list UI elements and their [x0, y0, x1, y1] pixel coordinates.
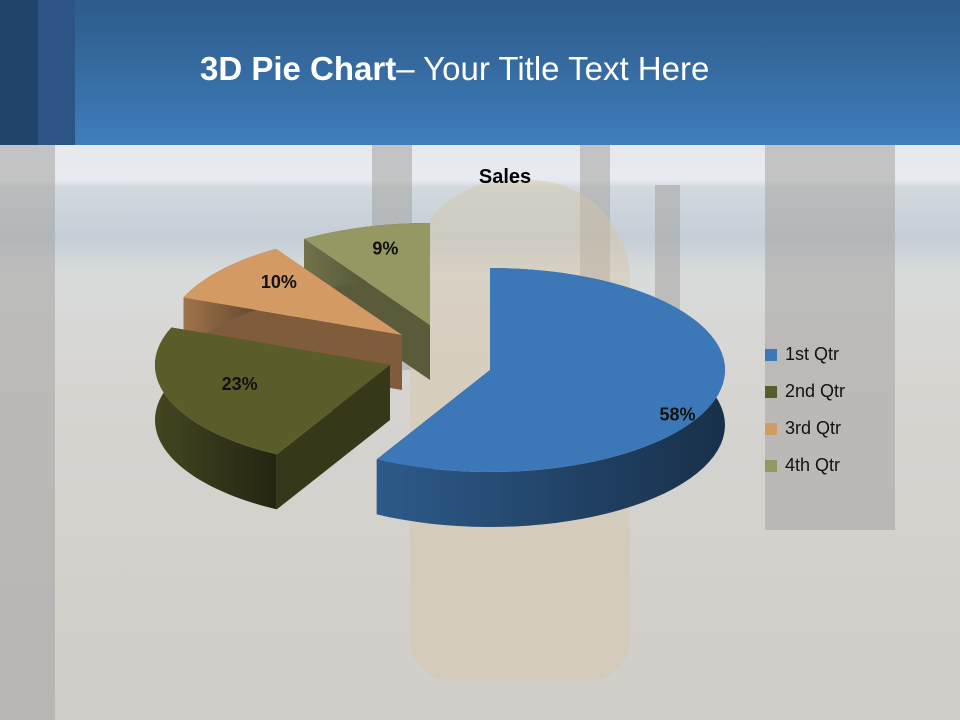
- slice-top: [155, 327, 390, 455]
- legend-label: 4th Qtr: [785, 455, 841, 475]
- legend-item: 1st Qtr: [765, 336, 845, 373]
- legend-item: 4th Qtr: [765, 447, 845, 484]
- pier-post: [655, 185, 680, 315]
- accent-bar: [38, 0, 75, 145]
- pie-slice-2: 23%: [155, 327, 390, 510]
- data-label: 58%: [660, 404, 696, 424]
- legend-label: 1st Qtr: [785, 344, 840, 364]
- legend-label: 3rd Qtr: [785, 418, 842, 438]
- title-bold: 3D Pie Chart: [200, 50, 397, 87]
- legend-swatch: [765, 459, 777, 472]
- legend-swatch: [765, 422, 777, 435]
- slice-top: [304, 223, 430, 325]
- pie-slice-4: 9%: [304, 223, 430, 380]
- legend-label: 2nd Qtr: [785, 381, 846, 401]
- pier-post: [765, 140, 895, 530]
- data-label: 23%: [222, 374, 258, 394]
- data-label: 9%: [372, 238, 398, 258]
- accent-bar: [0, 0, 38, 145]
- slice-top: [376, 268, 725, 472]
- pier-post: [0, 140, 55, 720]
- slide-title: 3D Pie Chart– Your Title Text Here: [200, 50, 709, 88]
- legend-swatch: [765, 348, 777, 361]
- slice-top: [183, 248, 402, 335]
- legend: 1st Qtr 2nd Qtr 3rd Qtr 4th Qtr: [765, 336, 845, 484]
- pie-slice-1: 58%: [376, 268, 725, 527]
- title-bar: 3D Pie Chart– Your Title Text Here: [0, 0, 960, 145]
- legend-item: 3rd Qtr: [765, 410, 845, 447]
- legend-item: 2nd Qtr: [765, 373, 845, 410]
- legend-swatch: [765, 385, 777, 398]
- title-rest: – Your Title Text Here: [396, 50, 710, 87]
- chart-title: Sales: [478, 166, 532, 188]
- slice-outer-wall: [155, 327, 277, 510]
- data-label: 10%: [261, 272, 297, 292]
